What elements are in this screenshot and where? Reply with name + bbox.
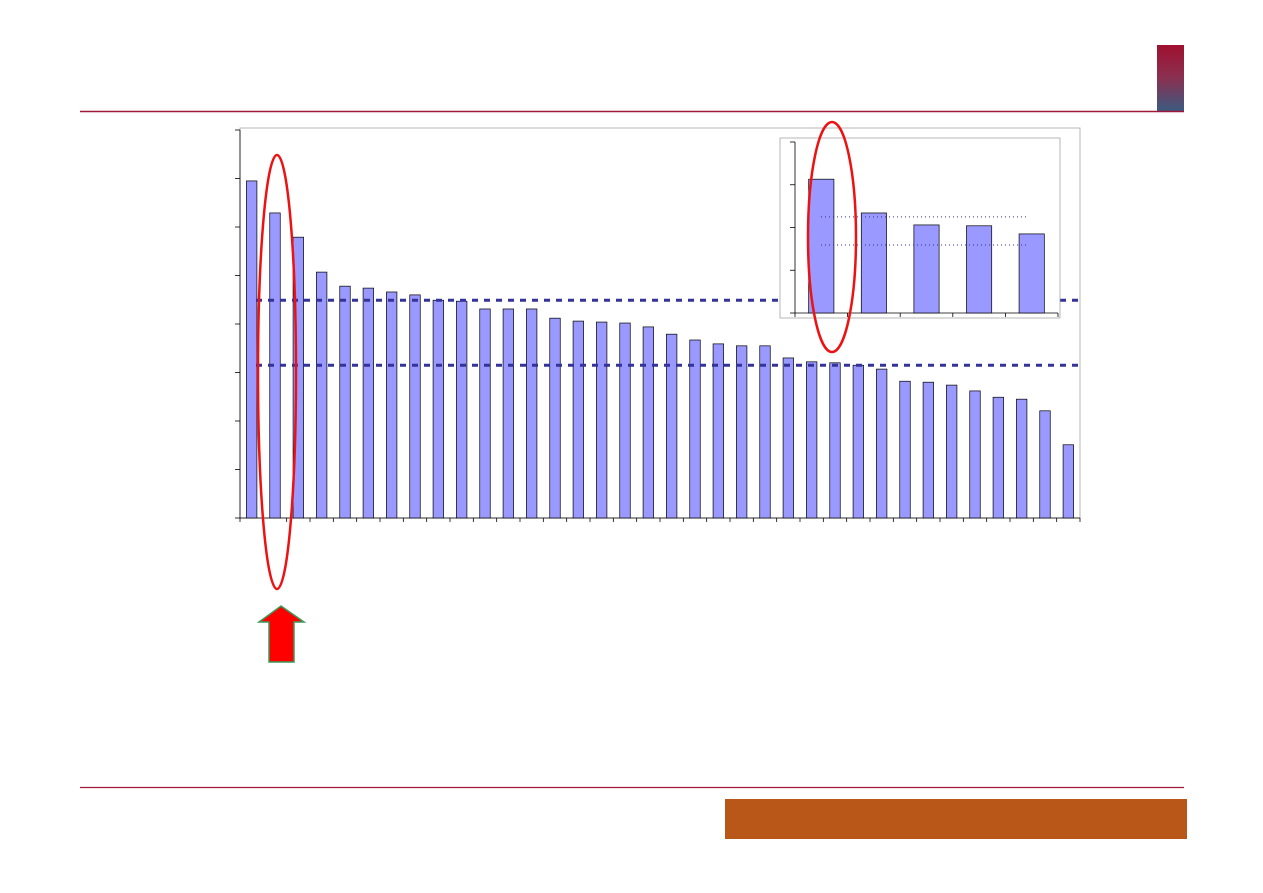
bar: [946, 384, 958, 519]
bar: [759, 345, 771, 519]
bar: [860, 212, 887, 314]
bar: [549, 317, 561, 519]
bar: [642, 326, 654, 519]
bar: [619, 322, 631, 519]
bar: [712, 343, 724, 519]
bar: [526, 308, 538, 519]
charts: [235, 127, 1084, 522]
arrow: [256, 605, 307, 663]
bar: [899, 380, 911, 519]
highlight-ellipse: [806, 120, 858, 354]
bar: [736, 345, 748, 519]
highlight-ellipse: [256, 153, 298, 591]
bar: [502, 308, 514, 519]
bar: [966, 225, 993, 314]
bar: [1062, 444, 1074, 519]
bar: [689, 339, 701, 519]
bar: [246, 180, 258, 519]
bar: [409, 294, 421, 519]
bar: [806, 361, 818, 519]
bar: [316, 271, 328, 519]
bar: [922, 381, 934, 519]
bar: [969, 390, 981, 519]
bar: [1018, 233, 1045, 314]
bar: [292, 236, 304, 519]
bar: [432, 299, 444, 519]
bar: [1016, 398, 1028, 519]
bar: [852, 364, 864, 519]
footer-bar: [725, 799, 1187, 839]
bar: [456, 300, 468, 519]
bar: [666, 333, 678, 519]
bar: [808, 178, 835, 314]
bar: [572, 320, 584, 519]
bar: [1039, 410, 1051, 519]
bar: [876, 368, 888, 519]
bar: [339, 285, 351, 519]
bar: [362, 287, 374, 519]
bar: [829, 362, 841, 519]
bar: [386, 291, 398, 519]
bar: [479, 308, 491, 519]
bar: [992, 396, 1004, 519]
bar: [913, 224, 940, 314]
logo-square: [1157, 45, 1184, 111]
bar: [596, 321, 608, 519]
bar: [782, 357, 794, 519]
